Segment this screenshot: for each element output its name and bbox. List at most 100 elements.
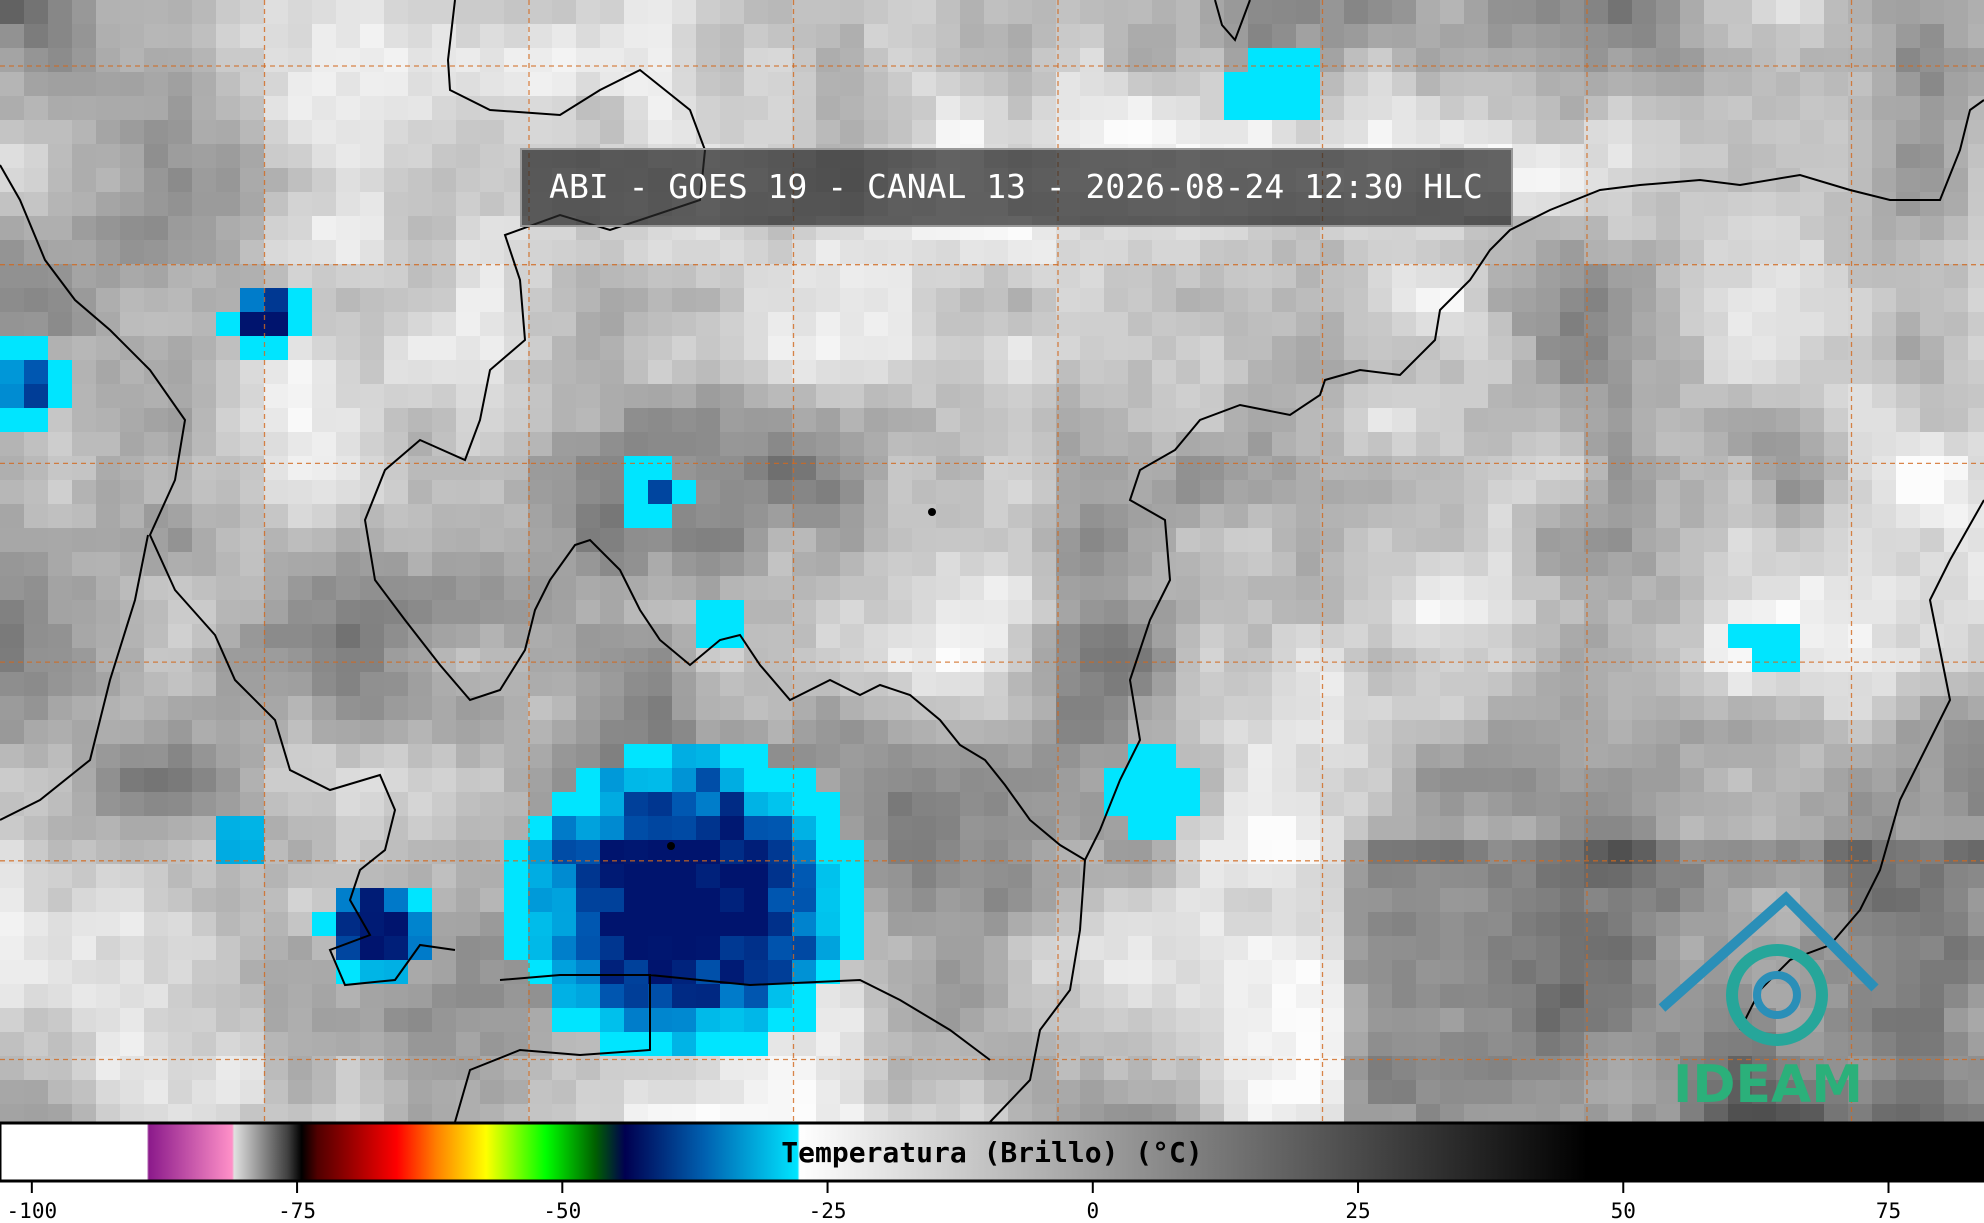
cloud-pixel bbox=[1248, 696, 1272, 720]
cloud-pixel bbox=[192, 888, 216, 912]
cloud-pixel bbox=[816, 120, 840, 144]
cloud-pixel bbox=[1056, 456, 1080, 480]
colorbar bbox=[0, 1121, 1984, 1183]
cloud-pixel bbox=[120, 792, 144, 816]
cloud-pixel bbox=[216, 768, 240, 792]
cloud-pixel bbox=[720, 672, 744, 696]
cloud-pixel bbox=[384, 24, 408, 48]
cloud-pixel bbox=[1968, 432, 1984, 456]
cloud-pixel bbox=[384, 360, 408, 384]
cloud-pixel bbox=[432, 696, 456, 720]
cloud-pixel bbox=[1296, 624, 1320, 648]
cloud-pixel bbox=[1032, 696, 1056, 720]
cloud-pixel bbox=[0, 408, 24, 432]
cloud-pixel bbox=[1680, 1032, 1704, 1056]
cloud-pixel bbox=[1656, 360, 1680, 384]
cloud-pixel bbox=[1032, 984, 1056, 1008]
cloud-pixel bbox=[1824, 552, 1848, 576]
cloud-pixel bbox=[1824, 1032, 1848, 1056]
cloud-pixel bbox=[864, 1080, 888, 1104]
cloud-pixel bbox=[720, 264, 744, 288]
cloud-pixel bbox=[264, 312, 288, 336]
cloud-pixel bbox=[264, 744, 288, 768]
cloud-pixel bbox=[720, 792, 744, 816]
cloud-pixel bbox=[696, 888, 720, 912]
cloud-pixel bbox=[1224, 624, 1248, 648]
cloud-pixel bbox=[984, 504, 1008, 528]
cloud-pixel bbox=[96, 120, 120, 144]
cloud-pixel bbox=[1632, 1080, 1656, 1104]
cloud-pixel bbox=[1200, 240, 1224, 264]
cloud-pixel bbox=[1200, 720, 1224, 744]
cloud-pixel bbox=[696, 624, 720, 648]
cloud-pixel bbox=[1632, 744, 1656, 768]
cloud-pixel bbox=[1968, 552, 1984, 576]
cloud-pixel bbox=[1488, 96, 1512, 120]
cloud-pixel bbox=[360, 240, 384, 264]
cloud-pixel bbox=[1944, 144, 1968, 168]
cloud-pixel bbox=[1296, 384, 1320, 408]
cloud-pixel bbox=[816, 96, 840, 120]
cloud-pixel bbox=[1152, 0, 1176, 24]
cloud-pixel bbox=[384, 120, 408, 144]
cloud-pixel bbox=[480, 72, 504, 96]
cloud-pixel bbox=[1776, 72, 1800, 96]
cloud-pixel bbox=[528, 1080, 552, 1104]
cloud-pixel bbox=[1608, 1032, 1632, 1056]
cloud-pixel bbox=[1344, 792, 1368, 816]
cloud-pixel bbox=[1104, 552, 1128, 576]
cloud-pixel bbox=[336, 792, 360, 816]
cloud-pixel bbox=[672, 792, 696, 816]
cloud-pixel bbox=[1296, 576, 1320, 600]
cloud-pixel bbox=[1680, 744, 1704, 768]
cloud-pixel bbox=[432, 984, 456, 1008]
cloud-pixel bbox=[1272, 984, 1296, 1008]
cloud-pixel bbox=[888, 768, 912, 792]
cloud-pixel bbox=[504, 936, 528, 960]
cloud-pixel bbox=[312, 384, 336, 408]
cloud-pixel bbox=[1776, 552, 1800, 576]
cloud-pixel bbox=[1800, 0, 1824, 24]
cloud-pixel bbox=[1128, 312, 1152, 336]
cloud-pixel bbox=[1968, 720, 1984, 744]
cloud-pixel bbox=[456, 528, 480, 552]
cloud-pixel bbox=[1920, 1056, 1944, 1080]
cloud-pixel bbox=[552, 912, 576, 936]
cloud-pixel bbox=[1968, 168, 1984, 192]
cloud-pixel bbox=[1536, 456, 1560, 480]
cloud-pixel bbox=[48, 888, 72, 912]
cloud-pixel bbox=[192, 336, 216, 360]
cloud-pixel bbox=[1584, 48, 1608, 72]
cloud-pixel bbox=[1464, 1008, 1488, 1032]
cloud-pixel bbox=[1128, 864, 1152, 888]
cloud-pixel bbox=[888, 120, 912, 144]
cloud-pixel bbox=[864, 1008, 888, 1032]
cloud-pixel bbox=[48, 192, 72, 216]
cloud-pixel bbox=[1896, 648, 1920, 672]
cloud-pixel bbox=[1704, 744, 1728, 768]
cloud-pixel bbox=[1512, 72, 1536, 96]
cloud-pixel bbox=[528, 504, 552, 528]
cloud-pixel bbox=[1656, 600, 1680, 624]
cloud-pixel bbox=[384, 336, 408, 360]
cloud-pixel bbox=[1848, 336, 1872, 360]
cloud-pixel bbox=[1632, 216, 1656, 240]
cloud-pixel bbox=[24, 72, 48, 96]
cloud-pixel bbox=[720, 312, 744, 336]
cloud-pixel bbox=[240, 696, 264, 720]
cloud-pixel bbox=[1920, 456, 1944, 480]
cloud-pixel bbox=[1392, 648, 1416, 672]
cloud-pixel bbox=[1968, 912, 1984, 936]
cloud-pixel bbox=[72, 216, 96, 240]
cloud-pixel bbox=[1200, 672, 1224, 696]
cloud-pixel bbox=[1272, 336, 1296, 360]
cloud-pixel bbox=[1032, 480, 1056, 504]
cloud-pixel bbox=[1656, 648, 1680, 672]
cloud-pixel bbox=[528, 624, 552, 648]
cloud-pixel bbox=[1344, 48, 1368, 72]
cloud-pixel bbox=[168, 672, 192, 696]
cloud-pixel bbox=[552, 720, 576, 744]
cloud-pixel bbox=[1536, 840, 1560, 864]
cloud-pixel bbox=[456, 744, 480, 768]
cloud-pixel bbox=[960, 240, 984, 264]
